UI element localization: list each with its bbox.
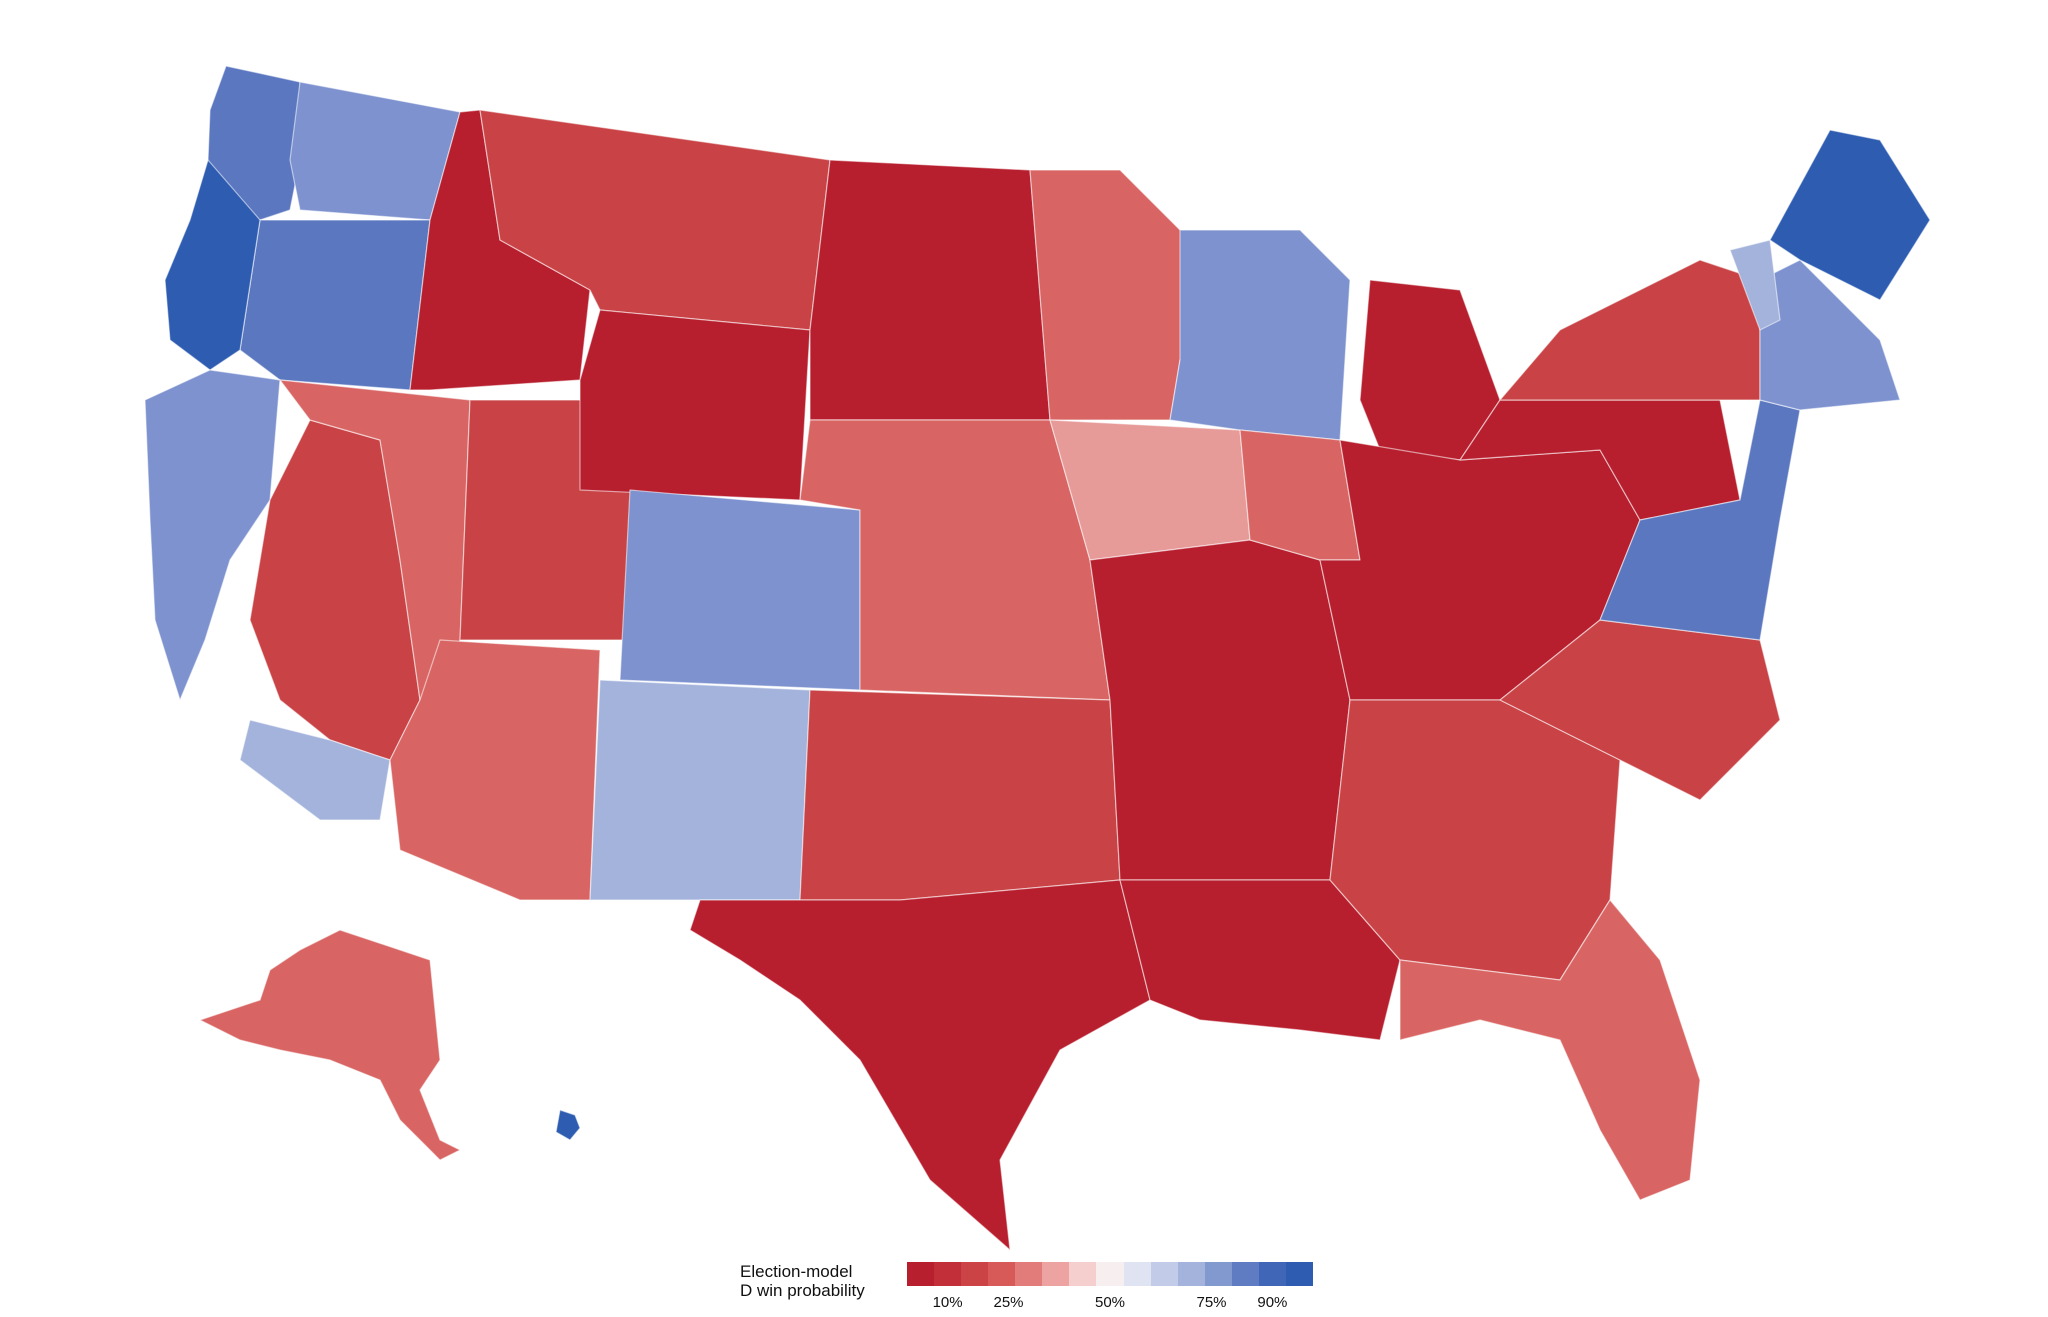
california-south: [239, 719, 391, 821]
midsouth: [1089, 539, 1351, 881]
wisconsin: [1169, 229, 1351, 441]
legend-swatch: [988, 1262, 1016, 1286]
vermont: [1729, 239, 1781, 331]
legend-swatch: [1231, 1262, 1259, 1286]
legend-title-line1: Election-model: [740, 1262, 853, 1281]
alaska: [199, 929, 461, 1161]
legend-swatch: [961, 1262, 989, 1286]
legend-swatch: [934, 1262, 962, 1286]
legend-title-line2: D win probability: [740, 1281, 865, 1300]
oregon: [239, 219, 431, 391]
legend-tick-label: 25%: [993, 1294, 1024, 1311]
legend-color-scale: [907, 1262, 1313, 1286]
legend-swatch: [1096, 1262, 1124, 1286]
florida: [1399, 899, 1701, 1201]
legend: Election-model D win probability 10% 25% 5…: [740, 1252, 1340, 1312]
legend-swatch: [1150, 1262, 1178, 1286]
maine: [1769, 129, 1931, 301]
legend-tick-label: 75%: [1196, 1294, 1227, 1311]
legend-tick-label: 10%: [932, 1294, 963, 1311]
new-mexico: [589, 679, 811, 901]
mid-atlantic: [1599, 399, 1801, 641]
wyoming: [579, 309, 811, 501]
legend-swatch: [1285, 1262, 1313, 1286]
hawaii: [555, 1109, 581, 1141]
legend-tick-label: 50%: [1094, 1294, 1126, 1311]
legend-title: Election-model D win probability: [740, 1262, 890, 1300]
colorado: [619, 489, 861, 691]
texas: [689, 879, 1151, 1251]
arizona: [389, 639, 601, 901]
california-north: [144, 369, 281, 701]
legend-swatch: [1042, 1262, 1070, 1286]
dakotas: [809, 159, 1051, 421]
legend-swatch: [1015, 1262, 1043, 1286]
legend-swatch: [1177, 1262, 1205, 1286]
legend-swatch: [1069, 1262, 1097, 1286]
oklahoma: [799, 689, 1121, 901]
legend-tick-label: 90%: [1257, 1294, 1288, 1311]
new-york: [1499, 259, 1761, 401]
legend-swatch: [907, 1262, 935, 1286]
oregon-coast: [164, 159, 261, 371]
legend-swatch: [1204, 1262, 1232, 1286]
legend-swatch: [1258, 1262, 1286, 1286]
legend-swatch: [1123, 1262, 1151, 1286]
washington-east: [289, 81, 461, 221]
